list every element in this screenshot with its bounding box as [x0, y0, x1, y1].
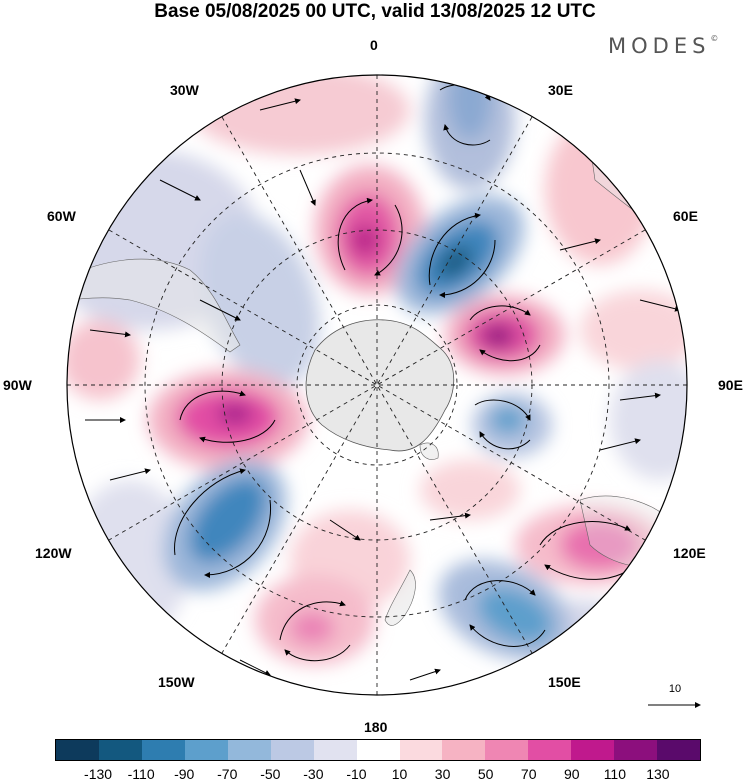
copyright-mark: © — [710, 34, 719, 43]
map-boundary — [66, 74, 688, 696]
colorbar-segment — [657, 740, 701, 760]
lon-label-0: 0 — [370, 37, 378, 53]
colorbar-segment — [485, 740, 529, 760]
lon-label-90e: 90E — [718, 377, 743, 393]
colorbar-tick-label: 130 — [646, 766, 670, 782]
graticule — [67, 75, 687, 695]
lon-label-90w: 90W — [3, 377, 32, 393]
colorbar — [55, 739, 701, 761]
colorbar-segment — [356, 740, 400, 760]
colorbar-tick-label: -10 — [346, 766, 367, 782]
modes-logo: MODES© — [608, 34, 718, 58]
wind-vectors — [85, 84, 681, 681]
lon-label-180: 180 — [364, 719, 388, 735]
colorbar-tick-label: 70 — [520, 766, 537, 782]
colorbar-segment — [614, 740, 658, 760]
colorbar-segment — [56, 740, 99, 760]
colorbar-tick-label: -90 — [174, 766, 195, 782]
colorbar-segment — [141, 740, 185, 760]
colorbar-segment — [571, 740, 615, 760]
colorbar-segment — [227, 740, 271, 760]
colorbar-tick-label: -110 — [127, 766, 155, 782]
lon-label-120e: 120E — [673, 545, 706, 561]
colorbar-segment — [399, 740, 443, 760]
colorbar-segment — [313, 740, 357, 760]
lon-label-120w: 120W — [35, 545, 72, 561]
colorbar-tick-label: 50 — [477, 766, 494, 782]
colorbar-tick-label: -30 — [303, 766, 324, 782]
colorbar-tick-label: -130 — [84, 766, 113, 782]
colorbar-segment — [442, 740, 486, 760]
lon-label-150w: 150W — [158, 674, 195, 690]
colorbar-segment — [184, 740, 228, 760]
reference-vector-label: 10 — [668, 683, 682, 695]
colorbar-segment — [98, 740, 142, 760]
colorbar-tick-label: 90 — [564, 766, 580, 782]
lon-label-150e: 150E — [548, 674, 581, 690]
lon-label-60e: 60E — [673, 208, 698, 224]
colorbar-segment — [270, 740, 314, 760]
anomaly-field — [67, 75, 687, 695]
chart-title: Base 05/08/2025 00 UTC, valid 13/08/2025… — [154, 1, 596, 22]
lon-label-60w: 60W — [47, 208, 76, 224]
colorbar-tick-label: 10 — [391, 766, 408, 782]
lon-label-30e: 30E — [548, 82, 573, 98]
lon-label-30w: 30W — [170, 82, 199, 98]
colorbar-segment — [528, 740, 572, 760]
brand-text: MODES — [608, 34, 711, 58]
colorbar-tick-label: 110 — [603, 766, 627, 782]
colorbar-tick-label: -50 — [260, 766, 281, 782]
colorbar-tick-label: 30 — [434, 766, 451, 782]
colorbar-tick-label: -70 — [217, 766, 238, 782]
